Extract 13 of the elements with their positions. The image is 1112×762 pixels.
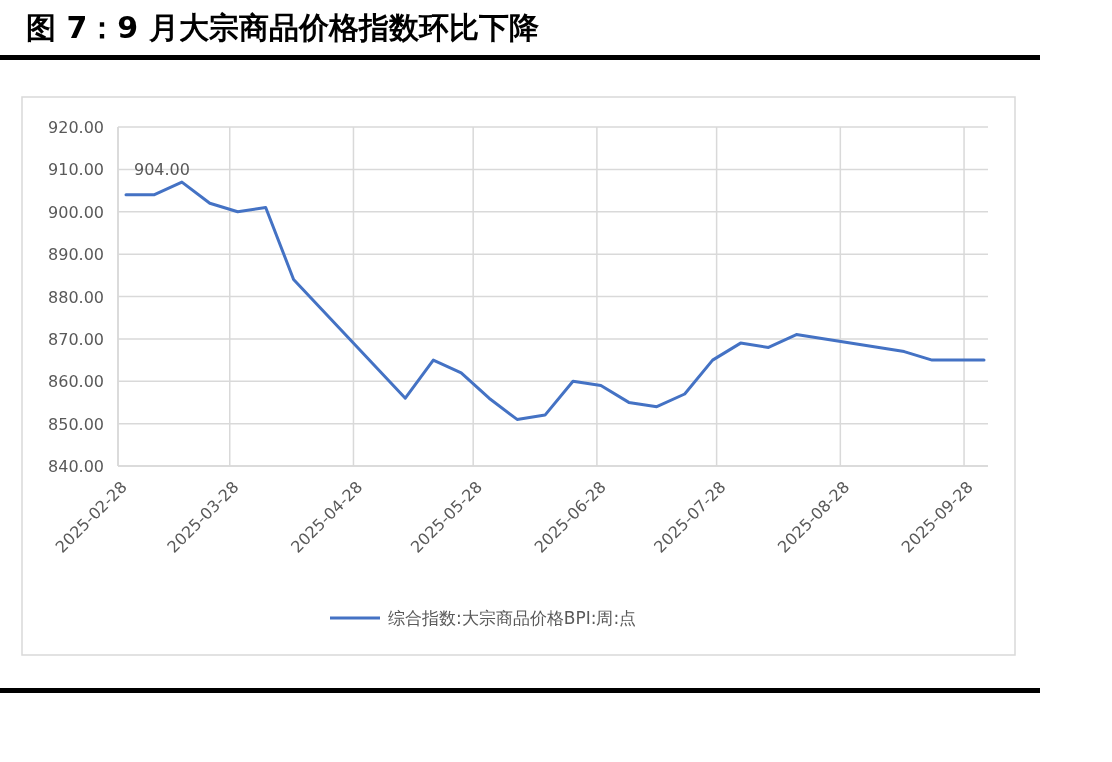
y-tick-label: 870.00 bbox=[48, 329, 104, 349]
legend-label: 综合指数:大宗商品价格BPI:周:点 bbox=[388, 608, 637, 628]
y-tick-label: 920.00 bbox=[48, 118, 104, 137]
y-tick-label: 890.00 bbox=[48, 245, 104, 265]
y-tick-label: 860.00 bbox=[48, 372, 104, 392]
y-tick-label: 900.00 bbox=[48, 202, 104, 222]
data-label: 904.00 bbox=[133, 159, 190, 179]
y-tick-label: 840.00 bbox=[48, 457, 104, 476]
title: 图 7：9 月大宗商品价格指数环比下降 bbox=[26, 10, 539, 45]
y-tick-label: 910.00 bbox=[48, 160, 104, 180]
y-tick-label: 880.00 bbox=[48, 287, 104, 307]
line-series bbox=[124, 180, 986, 421]
y-tick-label: 850.00 bbox=[48, 414, 104, 434]
